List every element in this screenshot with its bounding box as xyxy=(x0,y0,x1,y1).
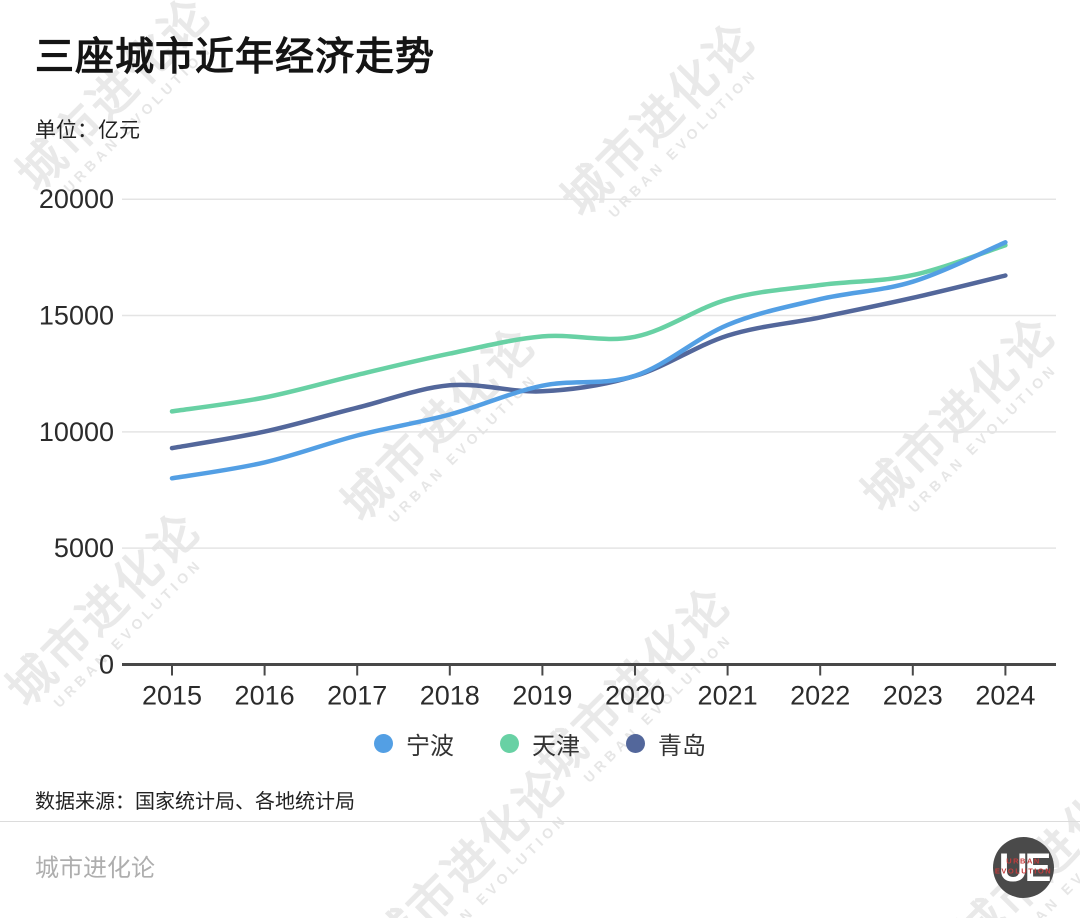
logo-overlay-text: URBAN EVOLUTION xyxy=(993,856,1054,877)
x-axis-label: 2018 xyxy=(420,681,480,711)
brand-name: 城市进化论 xyxy=(35,855,155,882)
x-axis-label: 2023 xyxy=(883,681,943,711)
footer-divider xyxy=(0,821,1080,822)
y-axis-label: 0 xyxy=(99,650,114,680)
series-line-tianjin xyxy=(169,242,1008,414)
logo-line1: URBAN xyxy=(1006,855,1041,865)
tianjin-dot-icon xyxy=(500,734,519,753)
logo-line2: EVOLUTION xyxy=(994,866,1053,876)
watermark-en-text: URBAN EVOLUTION xyxy=(415,810,571,918)
urban-evolution-logo-icon: UE URBAN EVOLUTION xyxy=(993,837,1054,898)
x-axis-label: 2017 xyxy=(327,681,387,711)
qingdao-dot-icon xyxy=(626,734,645,753)
unit-label: 单位：亿元 xyxy=(35,119,140,142)
y-axis-label: 10000 xyxy=(39,417,114,447)
line-chart: 0 5000 10000 15000 20000 2015 2016 2017 2018 2019… xyxy=(39,184,1056,711)
x-axis-label: 2016 xyxy=(235,681,295,711)
x-axis-label: 2015 xyxy=(142,681,202,711)
y-axis-label: 20000 xyxy=(39,184,114,214)
x-axis-label: 2024 xyxy=(975,681,1035,711)
x-axis-label: 2020 xyxy=(605,681,665,711)
ningbo-dot-icon xyxy=(374,734,393,753)
page-title: 三座城市近年经济走势 xyxy=(35,36,436,79)
legend-label-qingdao: 青岛 xyxy=(658,733,706,760)
series-line-ningbo xyxy=(169,240,1008,481)
series-line-qingdao xyxy=(169,273,1008,451)
logo-letters: UE xyxy=(998,845,1052,890)
legend-label-tianjin: 天津 xyxy=(532,733,580,760)
chart-legend: 宁波 天津 青岛 xyxy=(0,726,1080,761)
legend-item-ningbo: 宁波 xyxy=(374,726,454,761)
x-axis-label: 2019 xyxy=(512,681,572,711)
legend-label-ningbo: 宁波 xyxy=(406,733,454,760)
data-source-note: 数据来源：国家统计局、各地统计局 xyxy=(35,791,355,813)
watermark-cn-text: 城市进化论 xyxy=(361,756,576,918)
y-axis-label: 15000 xyxy=(39,301,114,331)
legend-item-tianjin: 天津 xyxy=(500,726,580,761)
x-axis-label: 2021 xyxy=(698,681,758,711)
y-axis-label: 5000 xyxy=(54,533,114,563)
x-axis-label: 2022 xyxy=(790,681,850,711)
legend-item-qingdao: 青岛 xyxy=(626,726,706,761)
